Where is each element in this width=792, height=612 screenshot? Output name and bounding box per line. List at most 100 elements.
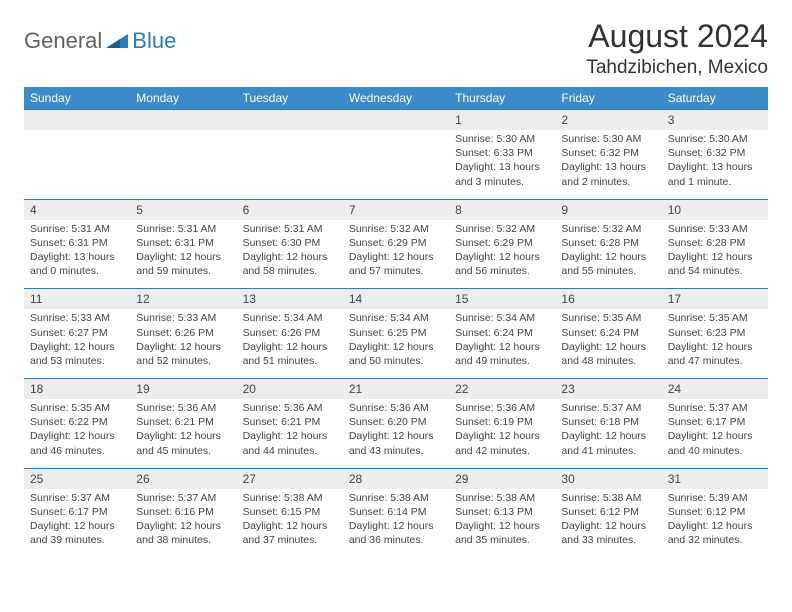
sunrise-text: Sunrise: 5:37 AM: [561, 401, 655, 415]
day2-text: and 38 minutes.: [136, 533, 230, 547]
sunrise-text: Sunrise: 5:36 AM: [136, 401, 230, 415]
day1-text: Daylight: 12 hours: [668, 340, 762, 354]
sunset-text: Sunset: 6:24 PM: [561, 326, 655, 340]
sunrise-text: Sunrise: 5:37 AM: [30, 491, 124, 505]
day-number: 2: [555, 110, 661, 131]
day-number: [24, 110, 130, 131]
day-number: 12: [130, 289, 236, 310]
day1-text: Daylight: 12 hours: [243, 429, 337, 443]
day1-text: Daylight: 12 hours: [136, 429, 230, 443]
day2-text: and 59 minutes.: [136, 264, 230, 278]
sunrise-text: Sunrise: 5:39 AM: [668, 491, 762, 505]
sunset-text: Sunset: 6:24 PM: [455, 326, 549, 340]
sunrise-text: Sunrise: 5:37 AM: [668, 401, 762, 415]
day-detail: Sunrise: 5:38 AMSunset: 6:14 PMDaylight:…: [343, 489, 449, 558]
day2-text: and 47 minutes.: [668, 354, 762, 368]
dayhead-wed: Wednesday: [343, 87, 449, 110]
day-detail: [130, 130, 236, 199]
sunset-text: Sunset: 6:25 PM: [349, 326, 443, 340]
day1-text: Daylight: 12 hours: [349, 250, 443, 264]
day-detail: [237, 130, 343, 199]
sunrise-text: Sunrise: 5:37 AM: [136, 491, 230, 505]
day-detail: Sunrise: 5:35 AMSunset: 6:24 PMDaylight:…: [555, 309, 661, 378]
day-number: 23: [555, 379, 661, 400]
day-number: 24: [662, 379, 768, 400]
day2-text: and 35 minutes.: [455, 533, 549, 547]
day-number: 16: [555, 289, 661, 310]
day1-text: Daylight: 12 hours: [30, 519, 124, 533]
daynum-row: 123: [24, 110, 768, 131]
sunset-text: Sunset: 6:31 PM: [30, 236, 124, 250]
day1-text: Daylight: 12 hours: [561, 519, 655, 533]
sunset-text: Sunset: 6:15 PM: [243, 505, 337, 519]
day1-text: Daylight: 12 hours: [668, 519, 762, 533]
title-block: August 2024 Tahdzibichen, Mexico: [586, 18, 768, 79]
detail-row: Sunrise: 5:35 AMSunset: 6:22 PMDaylight:…: [24, 399, 768, 468]
day-number: 28: [343, 468, 449, 489]
day2-text: and 53 minutes.: [30, 354, 124, 368]
calendar-table: Sunday Monday Tuesday Wednesday Thursday…: [24, 87, 768, 557]
day-header-row: Sunday Monday Tuesday Wednesday Thursday…: [24, 87, 768, 110]
sunrise-text: Sunrise: 5:32 AM: [349, 222, 443, 236]
sunrise-text: Sunrise: 5:34 AM: [349, 311, 443, 325]
day-detail: Sunrise: 5:30 AMSunset: 6:32 PMDaylight:…: [555, 130, 661, 199]
sunset-text: Sunset: 6:26 PM: [243, 326, 337, 340]
day1-text: Daylight: 12 hours: [243, 340, 337, 354]
day2-text: and 49 minutes.: [455, 354, 549, 368]
sunset-text: Sunset: 6:23 PM: [668, 326, 762, 340]
sunset-text: Sunset: 6:28 PM: [561, 236, 655, 250]
day2-text: and 46 minutes.: [30, 444, 124, 458]
day-detail: Sunrise: 5:39 AMSunset: 6:12 PMDaylight:…: [662, 489, 768, 558]
day-detail: Sunrise: 5:32 AMSunset: 6:29 PMDaylight:…: [343, 220, 449, 289]
sunset-text: Sunset: 6:32 PM: [668, 146, 762, 160]
day-detail: Sunrise: 5:37 AMSunset: 6:18 PMDaylight:…: [555, 399, 661, 468]
day2-text: and 2 minutes.: [561, 175, 655, 189]
day-number: 18: [24, 379, 130, 400]
day-detail: Sunrise: 5:35 AMSunset: 6:23 PMDaylight:…: [662, 309, 768, 378]
day2-text: and 41 minutes.: [561, 444, 655, 458]
day-number: 17: [662, 289, 768, 310]
day-number: 14: [343, 289, 449, 310]
sunrise-text: Sunrise: 5:31 AM: [30, 222, 124, 236]
day-detail: Sunrise: 5:36 AMSunset: 6:20 PMDaylight:…: [343, 399, 449, 468]
sunrise-text: Sunrise: 5:38 AM: [561, 491, 655, 505]
sunrise-text: Sunrise: 5:30 AM: [668, 132, 762, 146]
day-number: 9: [555, 199, 661, 220]
day2-text: and 51 minutes.: [243, 354, 337, 368]
day2-text: and 42 minutes.: [455, 444, 549, 458]
sunset-text: Sunset: 6:29 PM: [349, 236, 443, 250]
day-detail: Sunrise: 5:34 AMSunset: 6:25 PMDaylight:…: [343, 309, 449, 378]
day2-text: and 57 minutes.: [349, 264, 443, 278]
sunrise-text: Sunrise: 5:33 AM: [136, 311, 230, 325]
day-number: 11: [24, 289, 130, 310]
day-number: 19: [130, 379, 236, 400]
sunrise-text: Sunrise: 5:33 AM: [30, 311, 124, 325]
sunset-text: Sunset: 6:14 PM: [349, 505, 443, 519]
day2-text: and 36 minutes.: [349, 533, 443, 547]
location-label: Tahdzibichen, Mexico: [586, 57, 768, 79]
day-detail: Sunrise: 5:38 AMSunset: 6:13 PMDaylight:…: [449, 489, 555, 558]
day1-text: Daylight: 12 hours: [561, 250, 655, 264]
day-detail: Sunrise: 5:34 AMSunset: 6:24 PMDaylight:…: [449, 309, 555, 378]
sunrise-text: Sunrise: 5:36 AM: [455, 401, 549, 415]
day1-text: Daylight: 12 hours: [30, 429, 124, 443]
daynum-row: 11121314151617: [24, 289, 768, 310]
day-number: 25: [24, 468, 130, 489]
sunset-text: Sunset: 6:31 PM: [136, 236, 230, 250]
day-number: 30: [555, 468, 661, 489]
day2-text: and 52 minutes.: [136, 354, 230, 368]
sunrise-text: Sunrise: 5:38 AM: [349, 491, 443, 505]
day-number: 7: [343, 199, 449, 220]
day2-text: and 56 minutes.: [455, 264, 549, 278]
dayhead-sun: Sunday: [24, 87, 130, 110]
sunset-text: Sunset: 6:27 PM: [30, 326, 124, 340]
daynum-row: 25262728293031: [24, 468, 768, 489]
day2-text: and 40 minutes.: [668, 444, 762, 458]
day-number: [130, 110, 236, 131]
day2-text: and 54 minutes.: [668, 264, 762, 278]
dayhead-fri: Friday: [555, 87, 661, 110]
day2-text: and 3 minutes.: [455, 175, 549, 189]
day2-text: and 45 minutes.: [136, 444, 230, 458]
sunset-text: Sunset: 6:28 PM: [668, 236, 762, 250]
sunset-text: Sunset: 6:29 PM: [455, 236, 549, 250]
